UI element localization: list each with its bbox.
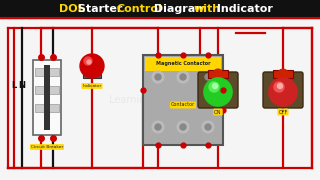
Circle shape (152, 121, 164, 133)
Bar (35, 68, 59, 76)
FancyBboxPatch shape (143, 55, 223, 145)
Circle shape (87, 60, 91, 64)
Bar (35, 86, 59, 94)
Circle shape (202, 121, 214, 133)
Circle shape (209, 82, 219, 92)
Text: Diagram: Diagram (150, 4, 211, 14)
Circle shape (277, 84, 283, 89)
Text: LearningEngineering: LearningEngineering (109, 95, 211, 105)
Bar (273, 70, 293, 78)
Bar (35, 104, 59, 112)
Circle shape (212, 84, 218, 89)
Circle shape (180, 124, 186, 130)
Circle shape (155, 124, 161, 130)
Text: N: N (19, 80, 26, 89)
Text: Contactor: Contactor (171, 102, 195, 107)
Circle shape (152, 71, 164, 83)
Text: Starter: Starter (74, 4, 126, 14)
Text: ON: ON (214, 109, 222, 114)
Text: Indicator: Indicator (82, 84, 102, 88)
Bar (145, 57, 221, 71)
Text: Circuit Breaker: Circuit Breaker (31, 145, 63, 149)
Circle shape (202, 71, 214, 83)
Bar (44, 65, 50, 130)
Circle shape (177, 121, 189, 133)
Text: Indicator: Indicator (213, 4, 273, 14)
Circle shape (80, 54, 104, 78)
Text: Control: Control (117, 4, 163, 14)
Circle shape (177, 71, 189, 83)
Circle shape (155, 74, 161, 80)
Text: DOL: DOL (59, 4, 85, 14)
Circle shape (84, 57, 92, 65)
FancyBboxPatch shape (198, 72, 238, 108)
Circle shape (204, 78, 232, 106)
FancyBboxPatch shape (263, 72, 303, 108)
Text: with: with (194, 4, 221, 14)
Bar (83, 64, 101, 78)
Text: Magnetic Contactor: Magnetic Contactor (156, 62, 210, 66)
Text: L: L (12, 80, 17, 89)
Text: OFF: OFF (278, 109, 288, 114)
Circle shape (180, 74, 186, 80)
Circle shape (274, 82, 284, 92)
Bar (208, 70, 228, 78)
FancyBboxPatch shape (33, 60, 61, 135)
Circle shape (205, 124, 211, 130)
Circle shape (205, 74, 211, 80)
Circle shape (213, 69, 223, 79)
Circle shape (278, 69, 288, 79)
Bar (0, 0, 320, 18)
Circle shape (269, 78, 297, 106)
